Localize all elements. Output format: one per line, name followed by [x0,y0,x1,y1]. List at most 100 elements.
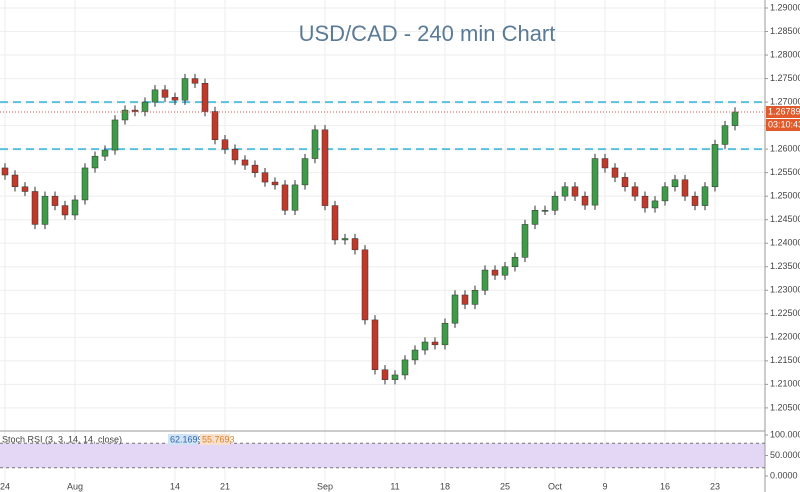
candle-body [351,238,359,251]
candle-body [291,184,299,211]
candle-body [641,195,649,209]
plot [0,73,765,385]
candle-body [581,195,589,206]
candle-body [261,172,269,183]
candle-body [411,349,419,361]
x-tick-label: 9 [602,481,607,491]
candle-body [1,167,9,176]
candle-body [381,369,389,380]
last-price-label: 1.26789 [768,106,800,116]
candle-body [691,195,699,206]
candle-body [311,129,319,159]
candle-body [111,119,119,151]
y-tick-label: 1.22000 [770,332,800,342]
last-price-box [766,106,800,119]
candle-body [511,257,519,268]
y-tick-label: 1.23000 [770,285,800,295]
candle-body [121,109,129,121]
candle-body [51,195,59,206]
candle-body [251,164,259,173]
d-label-box [200,434,230,445]
y-tick-label: 1.28500 [770,26,800,36]
indicator-tick-label: 0.0000 [770,470,798,480]
candle-body [161,89,169,98]
x-tick-label: 18 [440,481,450,491]
candle-body [601,158,609,169]
x-tick-label: 14 [170,481,180,491]
candle-body [731,111,739,126]
candle-body [441,322,449,346]
candle-body [201,83,209,112]
x-tick-label: Aug [67,481,83,491]
candle-body [151,89,159,103]
candle-body [61,205,69,216]
x-tick-label: 25 [500,481,510,491]
candle-body [191,78,199,84]
candle-body [401,359,409,376]
y-tick-label: 1.23500 [770,261,800,271]
candle-body [81,167,89,201]
candle-body [11,174,19,188]
candle-body [301,158,309,186]
y-tick-label: 1.27000 [770,96,800,106]
candle-body [221,139,229,150]
x-tick-label: Sep [317,481,333,491]
candle-body [31,191,39,225]
candle-body [571,186,579,197]
indicator-tick-label: 100.0000 [770,429,800,439]
candle-body [551,195,559,211]
candle-body [281,184,289,211]
candle-body [621,177,629,188]
candle-body [321,129,329,206]
candle-body [631,186,639,197]
indicator-tick-label: 50.0000 [770,450,800,460]
x-tick-label: Oct [548,481,563,491]
candle-body [431,341,439,346]
candle-body [371,319,379,371]
grid [0,0,765,482]
x-tick-label: 11 [390,481,399,491]
y-tick-label: 1.24000 [770,238,800,248]
x-tick-label: 16 [660,481,670,491]
candle-body [361,249,369,321]
candle-body [501,266,509,276]
indicator-band [0,443,765,468]
candle-body [131,109,139,112]
candle-body [21,186,29,192]
candle-body [41,195,49,225]
candle-body [391,374,399,380]
y-tick-label: 1.25000 [770,191,800,201]
y-tick-label: 1.29000 [770,2,800,12]
candle-body [171,97,179,101]
candle-body [591,158,599,206]
candle-body [141,101,149,112]
y-tick-label: 1.21500 [770,355,800,365]
candle-body [521,224,529,258]
y-tick-label: 1.24500 [770,214,800,224]
x-tick-label: 21 [220,481,230,491]
candle-body [671,179,679,188]
candle-body [711,144,719,188]
candle-body [91,155,99,169]
y-tick-label: 1.21000 [770,379,800,389]
timer-box [766,119,800,132]
candle-body [531,210,539,225]
candle-body [451,294,459,324]
candle-body [421,341,429,351]
candle-body [231,148,239,161]
y-tick-label: 1.22500 [770,308,800,318]
candle-body [541,210,549,212]
y-tick-label: 1.20500 [770,402,800,412]
candle-body [611,167,619,178]
candle-body [651,200,659,209]
candle-body [661,186,669,202]
candle-body [71,199,79,216]
k-label: 62.1699 [170,434,203,444]
candle-body [561,186,569,197]
candle-body [341,238,349,241]
candle-body [461,294,469,305]
candle-body [241,159,249,166]
y-tick-label: 1.26000 [770,144,800,154]
